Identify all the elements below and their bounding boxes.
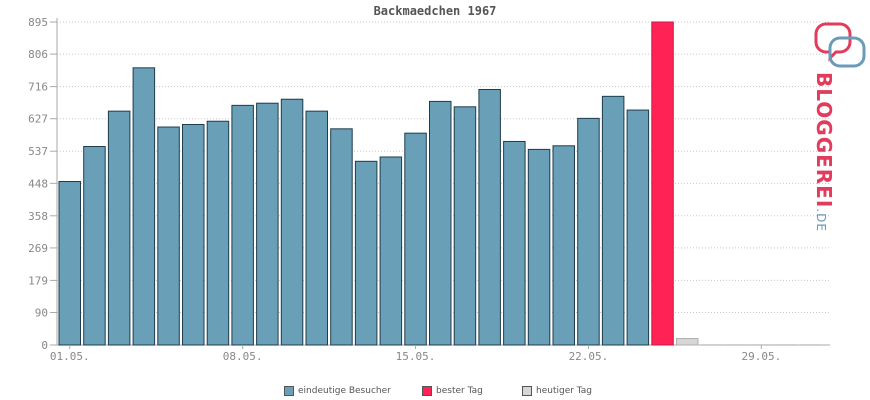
y-tick-label: 0 (41, 339, 48, 352)
logo-text: BLOGGEREI (812, 72, 836, 209)
logo-wordmark: BLOGGEREI.DE (812, 72, 836, 232)
legend-swatch-today (522, 386, 532, 396)
y-tick-label: 806 (28, 48, 48, 61)
bar-unique-visitors (379, 156, 403, 346)
y-tick-label: 90 (35, 307, 48, 320)
bar-unique-visitors (58, 181, 81, 346)
legend-item-best-day: bester Tag (422, 386, 483, 396)
bar-unique-visitors (429, 100, 452, 346)
bar-unique-visitors (83, 146, 106, 346)
legend-item-unique-visitors: eindeutige Besucher (284, 386, 391, 396)
y-tick-label: 627 (28, 113, 48, 126)
logo-suffix: .DE (814, 208, 828, 232)
y-tick-label: 895 (28, 16, 48, 29)
legend-swatch-unique-visitors (284, 386, 294, 396)
bar-unique-visitors (132, 67, 156, 346)
x-tick-label: 29.05. (741, 350, 781, 363)
bar-unique-visitors (354, 160, 378, 346)
bar-unique-visitors (527, 148, 551, 346)
bar-best-day (651, 21, 674, 346)
legend-label-unique-visitors: eindeutige Besucher (298, 386, 391, 396)
bar-unique-visitors (305, 110, 328, 346)
bar-unique-visitors (601, 95, 625, 346)
y-tick-label: 448 (28, 177, 48, 190)
bar-unique-visitors (626, 109, 650, 346)
bar-today (676, 338, 699, 346)
x-tick-label: 08.05. (223, 350, 263, 363)
bar-unique-visitors (577, 117, 600, 346)
bar-unique-visitors (157, 126, 180, 346)
bar-unique-visitors (503, 140, 526, 346)
legend-label-today: heutiger Tag (536, 386, 593, 396)
y-tick-label: 537 (28, 145, 48, 158)
bar-unique-visitors (478, 88, 501, 346)
bar-unique-visitors (453, 106, 477, 346)
bar-unique-visitors (280, 98, 304, 346)
chart-title: Backmaedchen 1967 (373, 4, 497, 18)
y-tick-label: 179 (28, 274, 48, 287)
y-tick-label: 716 (28, 81, 48, 94)
chart-legend: eindeutige Besucher bester Tag heutiger … (0, 386, 870, 398)
y-tick-label: 358 (28, 210, 48, 223)
x-tick-label: 22.05. (569, 350, 609, 363)
bar-unique-visitors (107, 110, 131, 346)
legend-label-best-day: bester Tag (436, 386, 483, 396)
bar-unique-visitors (552, 145, 575, 346)
x-tick-label: 15.05. (396, 350, 436, 363)
bar-unique-visitors (182, 123, 205, 346)
bar-unique-visitors (206, 120, 230, 346)
y-tick-label: 269 (28, 242, 48, 255)
bar-unique-visitors (404, 132, 427, 346)
bar-unique-visitors (330, 128, 353, 346)
x-tick-label: 01.05. (50, 350, 90, 363)
bloggerei-logo-icon (814, 22, 866, 68)
legend-swatch-best-day (422, 386, 432, 396)
legend-item-today: heutiger Tag (522, 386, 592, 396)
bar-unique-visitors (231, 104, 254, 346)
bar-unique-visitors (256, 102, 279, 346)
